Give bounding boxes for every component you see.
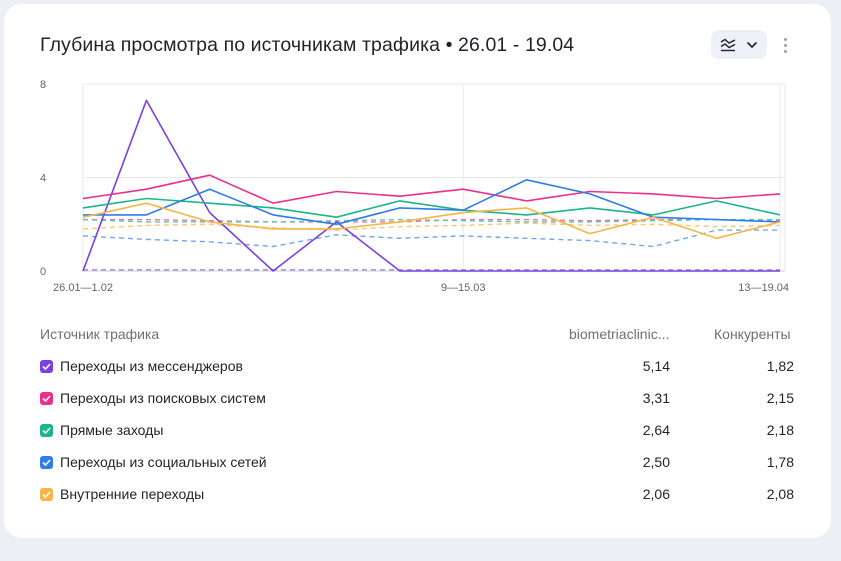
- y-tick-label: 0: [40, 266, 46, 278]
- row-competitors-value: 2,18: [766, 422, 794, 438]
- column-header-competitors[interactable]: Конкуренты: [714, 326, 791, 342]
- competitor-series-line: [82, 229, 780, 248]
- series-line: [82, 174, 781, 204]
- series-checkbox[interactable]: [40, 456, 53, 469]
- chevron-down-icon: [746, 41, 758, 48]
- table-row: Внутренние переходы 2,06 2,08: [40, 485, 796, 505]
- row-source-label: Прямые заходы: [60, 422, 164, 438]
- x-tick-label: 26.01—1.02: [53, 282, 113, 294]
- series-line: [82, 202, 781, 240]
- series-line: [83, 179, 781, 226]
- competitor-series-line: [83, 218, 781, 223]
- row-source-label: Переходы из поисковых систем: [60, 390, 266, 406]
- more-vertical-icon[interactable]: [776, 34, 794, 56]
- table-row: Прямые заходы 2,64 2,18: [40, 421, 796, 441]
- row-competitors-value: 1,82: [766, 358, 794, 374]
- table-row: Переходы из поисковых систем 3,31 2,15: [40, 389, 796, 409]
- row-site-value: 3,31: [642, 390, 670, 406]
- x-tick-label: 9—15.03: [441, 282, 486, 294]
- row-source-label: Переходы из социальных сетей: [60, 454, 267, 470]
- column-header-source[interactable]: Источник трафика: [40, 326, 160, 342]
- row-source-label: Переходы из мессенджеров: [60, 358, 243, 374]
- row-site-value: 2,06: [642, 486, 670, 502]
- checkmark-icon: [42, 491, 51, 498]
- table-row: Переходы из мессенджеров 5,14 1,82: [40, 357, 796, 377]
- checkmark-icon: [42, 427, 51, 434]
- page-title: Глубина просмотра по источникам трафика …: [40, 34, 575, 56]
- table-row: Переходы из социальных сетей 2,50 1,78: [40, 453, 796, 473]
- chart-type-dropdown[interactable]: [711, 30, 767, 59]
- y-tick-label: 8: [40, 79, 46, 91]
- row-competitors-value: 2,08: [766, 486, 794, 502]
- line-chart: 0 4 8 26.01—1.02 9—15.03 13—19.04: [40, 79, 789, 294]
- series-checkbox[interactable]: [40, 424, 53, 437]
- checkmark-icon: [42, 459, 51, 466]
- series-line: [82, 197, 781, 218]
- series-checkbox[interactable]: [40, 360, 53, 373]
- row-competitors-value: 1,78: [766, 454, 794, 470]
- competitor-series-line: [82, 218, 780, 223]
- series-checkbox[interactable]: [40, 392, 53, 405]
- x-tick-label: 13—19.04: [738, 282, 789, 294]
- row-site-value: 2,64: [642, 422, 670, 438]
- y-tick-label: 4: [40, 173, 46, 185]
- checkmark-icon: [42, 363, 51, 370]
- row-site-value: 2,50: [642, 454, 670, 470]
- column-header-site[interactable]: biometriaclinic...: [569, 326, 670, 342]
- row-source-label: Внутренние переходы: [60, 486, 205, 502]
- line-chart-icon: [720, 38, 736, 51]
- row-competitors-value: 2,15: [766, 390, 794, 406]
- series-checkbox[interactable]: [40, 488, 53, 501]
- row-site-value: 5,14: [642, 358, 670, 374]
- series-line: [82, 99, 780, 272]
- checkmark-icon: [42, 395, 51, 402]
